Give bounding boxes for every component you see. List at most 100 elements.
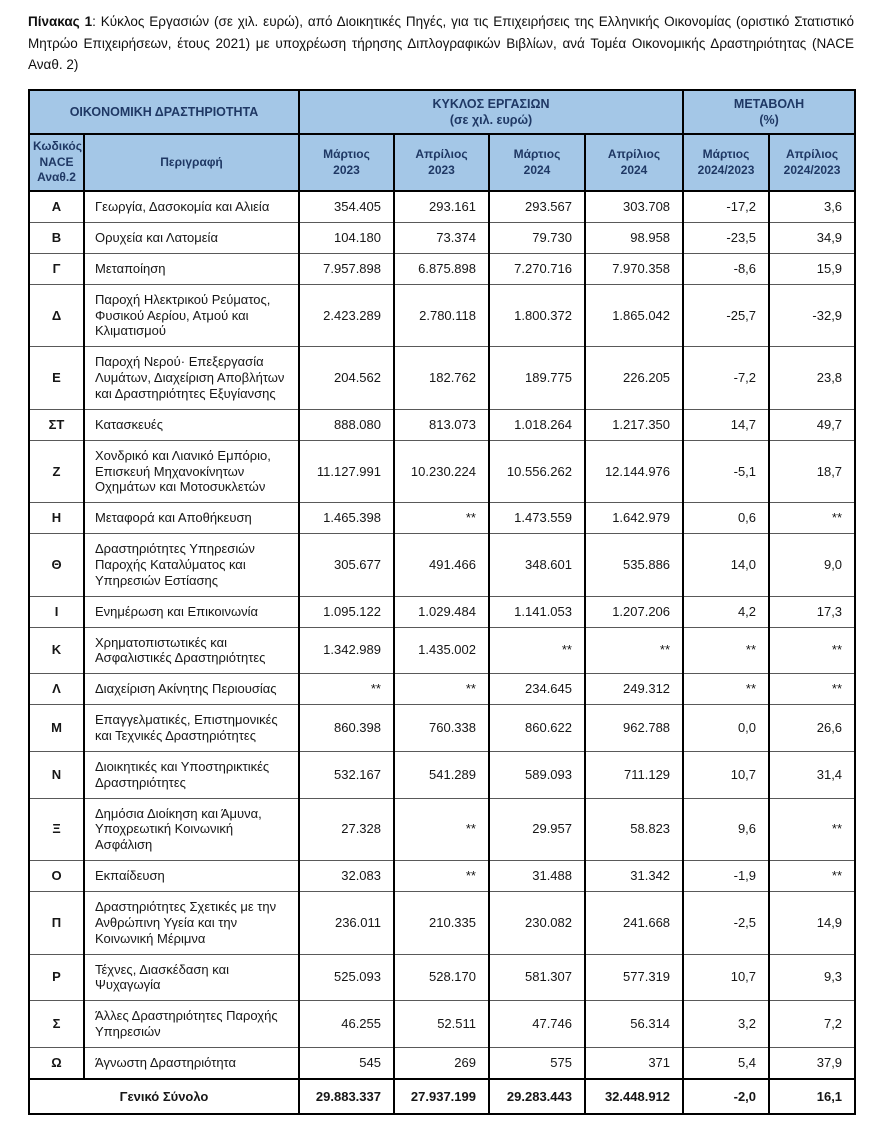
value-cell: 1.800.372 [488, 283, 586, 348]
header-turnover: ΚΥΚΛΟΣ ΕΡΓΑΣΙΩΝ (σε χιλ. ευρώ) [297, 88, 685, 136]
table-row: Ρ Τέχνες, Διασκέδαση και Ψυχαγωγία 525.0… [28, 953, 857, 1002]
nace-code-cell: Δ [28, 283, 85, 348]
nace-code-cell: Α [28, 190, 85, 223]
description-cell: Διοικητικές και Υποστηρικτικές Δραστηριό… [83, 750, 300, 799]
header-economic-activity: ΟΙΚΟΝΟΜΙΚΗ ΔΡΑΣΤΗΡΙΟΤΗΤΑ [28, 88, 300, 136]
change-cell: 0,6 [682, 502, 771, 535]
value-cell: ** [488, 626, 586, 675]
nace-code-cell: Μ [28, 704, 85, 752]
table-row: Β Ορυχεία και Λατομεία 104.180 73.374 79… [28, 221, 857, 254]
header-change-april: Απρίλιος 2024/2023 [768, 133, 857, 193]
value-cell: 32.083 [298, 860, 395, 892]
nace-code-cell: ΣΤ [28, 408, 85, 441]
header-change-march: Μάρτιος 2024/2023 [682, 133, 771, 193]
value-cell: 204.562 [298, 346, 395, 410]
header-april-2024: Απρίλιος 2024 [583, 133, 685, 193]
value-cell: 31.488 [488, 860, 586, 892]
header-march-2023: Μάρτιος 2023 [298, 133, 395, 193]
table-row: Θ Δραστηριότητες Υπηρεσιών Παροχής Καταλ… [28, 533, 857, 597]
value-cell: 7.270.716 [488, 252, 586, 285]
table-header: ΟΙΚΟΝΟΜΙΚΗ ΔΡΑΣΤΗΡΙΟΤΗΤΑ ΚΥΚΛΟΣ ΕΡΓΑΣΙΩΝ… [28, 88, 857, 193]
change-cell: 14,0 [682, 533, 771, 597]
value-cell: 813.073 [393, 408, 490, 441]
table-row: Μ Επαγγελματικές, Επιστημονικές και Τεχν… [28, 704, 857, 752]
table-footer: Γενικό Σύνολο 29.883.337 27.937.199 29.2… [28, 1077, 857, 1115]
value-cell: 6.875.898 [393, 252, 490, 285]
change-cell: ** [768, 626, 857, 675]
turnover-table: ΟΙΚΟΝΟΜΙΚΗ ΔΡΑΣΤΗΡΙΟΤΗΤΑ ΚΥΚΛΟΣ ΕΡΓΑΣΙΩΝ… [28, 88, 857, 1115]
change-cell: ** [768, 502, 857, 535]
value-cell: 210.335 [393, 890, 490, 955]
description-cell: Παροχή Νερού· Επεξεργασία Λυμάτων, Διαχε… [83, 346, 300, 410]
description-cell: Εκπαίδευση [83, 860, 300, 892]
value-cell: 1.473.559 [488, 502, 586, 535]
description-cell: Άλλες Δραστηριότητες Παροχής Υπηρεσιών [83, 1000, 300, 1048]
nace-code-cell: Ρ [28, 953, 85, 1002]
change-cell: 15,9 [768, 252, 857, 285]
value-cell: 2.423.289 [298, 283, 395, 348]
change-cell: 7,2 [768, 1000, 857, 1048]
value-cell: 293.161 [393, 190, 490, 223]
value-cell: 535.886 [583, 533, 685, 597]
value-cell: 1.342.989 [298, 626, 395, 675]
description-cell: Άγνωστη Δραστηριότητα [83, 1046, 300, 1080]
value-cell: 760.338 [393, 704, 490, 752]
total-value-cell: 29.283.443 [488, 1077, 586, 1115]
table-row: Α Γεωργία, Δασοκομία και Αλιεία 354.405 … [28, 190, 857, 223]
value-cell: 10.230.224 [393, 439, 490, 504]
change-cell: 9,6 [682, 797, 771, 862]
table-row: Π Δραστηριότητες Σχετικές με την Ανθρώπι… [28, 890, 857, 955]
change-cell: 14,7 [682, 408, 771, 441]
total-label: Γενικό Σύνολο [28, 1077, 300, 1115]
value-cell: 182.762 [393, 346, 490, 410]
value-cell: 56.314 [583, 1000, 685, 1048]
change-cell: 9,0 [768, 533, 857, 597]
value-cell: 12.144.976 [583, 439, 685, 504]
change-cell: 0,0 [682, 704, 771, 752]
table-caption-text: : Κύκλος Εργασιών (σε χιλ. ευρώ), από Δι… [28, 14, 854, 73]
description-cell: Ενημέρωση και Επικοινωνία [83, 595, 300, 628]
table-body: Α Γεωργία, Δασοκομία και Αλιεία 354.405 … [28, 190, 857, 1080]
value-cell: 234.645 [488, 673, 586, 706]
value-cell: 27.328 [298, 797, 395, 862]
nace-code-cell: Ι [28, 595, 85, 628]
value-cell: 1.018.264 [488, 408, 586, 441]
value-cell: 545 [298, 1046, 395, 1080]
nace-code-cell: Κ [28, 626, 85, 675]
value-cell: 371 [583, 1046, 685, 1080]
table-caption: Πίνακας 1: Κύκλος Εργασιών (σε χιλ. ευρώ… [28, 11, 854, 76]
description-cell: Κατασκευές [83, 408, 300, 441]
description-cell: Γεωργία, Δασοκομία και Αλιεία [83, 190, 300, 223]
nace-code-cell: Λ [28, 673, 85, 706]
change-cell: -5,1 [682, 439, 771, 504]
value-cell: 241.668 [583, 890, 685, 955]
value-cell: 31.342 [583, 860, 685, 892]
total-row: Γενικό Σύνολο 29.883.337 27.937.199 29.2… [28, 1077, 857, 1115]
table-row: Ω Άγνωστη Δραστηριότητα 545 269 575 371 … [28, 1046, 857, 1080]
table-row: Ζ Χονδρικό και Λιανικό Εμπόριο, Επισκευή… [28, 439, 857, 504]
description-cell: Δραστηριότητες Υπηρεσιών Παροχής Καταλύμ… [83, 533, 300, 597]
value-cell: 589.093 [488, 750, 586, 799]
change-cell: -1,9 [682, 860, 771, 892]
value-cell: 303.708 [583, 190, 685, 223]
header-change: ΜΕΤΑΒΟΛΗ (%) [682, 88, 857, 136]
header-april-2023: Απρίλιος 2023 [393, 133, 490, 193]
change-cell: 23,8 [768, 346, 857, 410]
value-cell: 98.958 [583, 221, 685, 254]
table-row: Λ Διαχείριση Ακίνητης Περιουσίας ** ** 2… [28, 673, 857, 706]
value-cell: 1.435.002 [393, 626, 490, 675]
nace-code-cell: Ο [28, 860, 85, 892]
table-row: Η Μεταφορά και Αποθήκευση 1.465.398 ** 1… [28, 502, 857, 535]
value-cell: 860.622 [488, 704, 586, 752]
value-cell: 293.567 [488, 190, 586, 223]
value-cell: 525.093 [298, 953, 395, 1002]
table-row: Ο Εκπαίδευση 32.083 ** 31.488 31.342 -1,… [28, 860, 857, 892]
header-description: Περιγραφή [83, 133, 300, 193]
description-cell: Τέχνες, Διασκέδαση και Ψυχαγωγία [83, 953, 300, 1002]
change-cell: 10,7 [682, 953, 771, 1002]
value-cell: 711.129 [583, 750, 685, 799]
change-cell: -32,9 [768, 283, 857, 348]
nace-code-cell: Ω [28, 1046, 85, 1080]
value-cell: 2.780.118 [393, 283, 490, 348]
change-cell: 31,4 [768, 750, 857, 799]
